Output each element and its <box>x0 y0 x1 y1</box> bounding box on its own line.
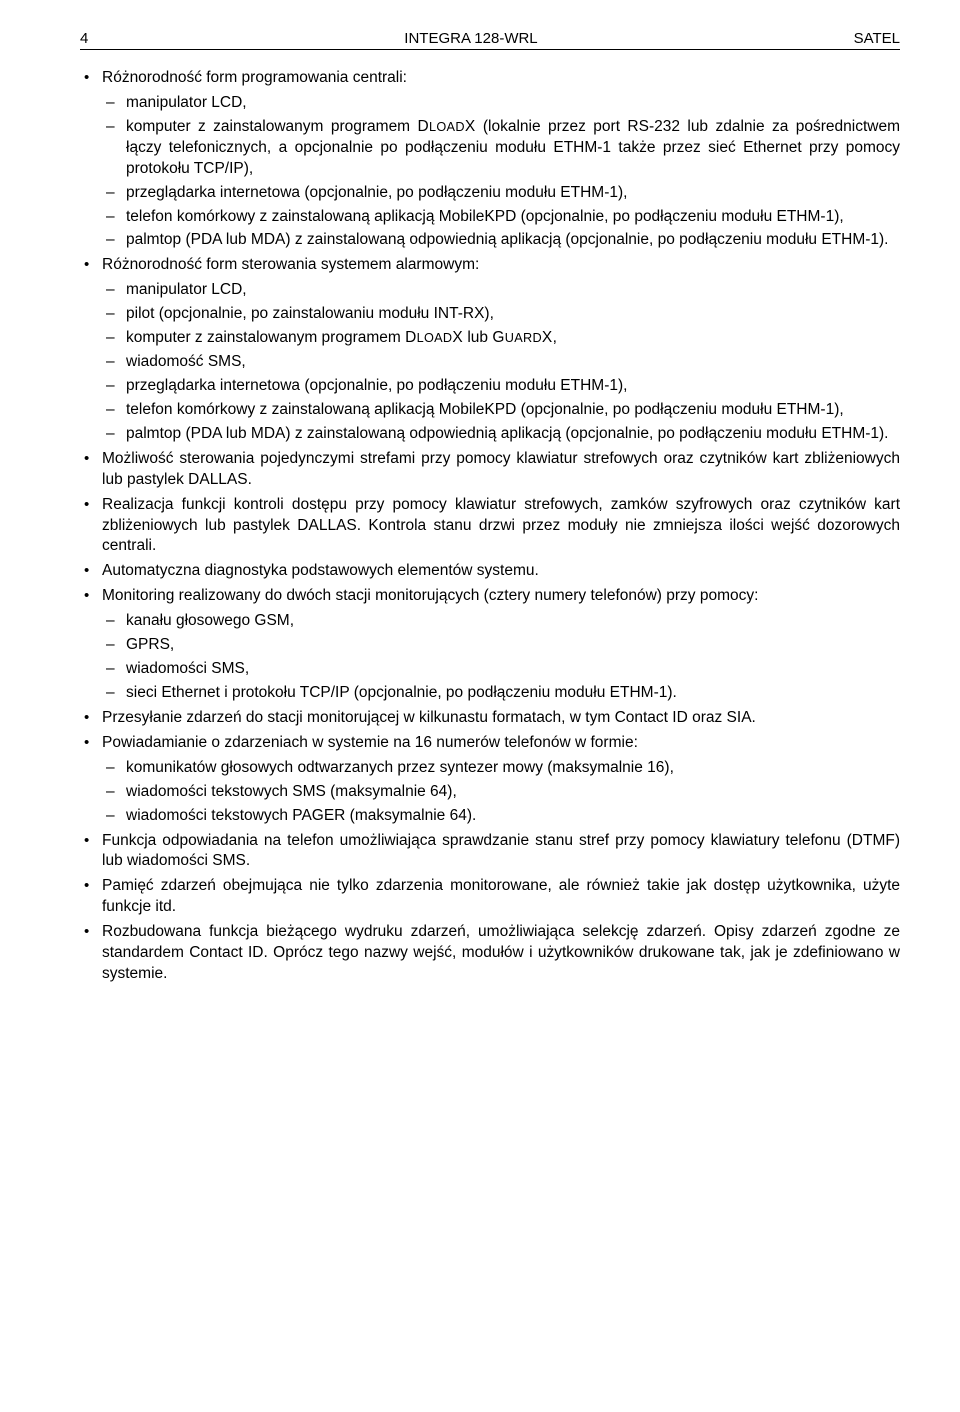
list-item-text: Funkcja odpowiadania na telefon umożliwi… <box>102 832 900 870</box>
page-number: 4 <box>80 30 88 47</box>
document-page: 4 INTEGRA 128-WRL SATEL Różnorodność for… <box>0 0 960 1029</box>
list-item-text: Różnorodność form programowania centrali… <box>102 69 407 86</box>
list-item-text: Powiadamianie o zdarzeniach w systemie n… <box>102 734 638 751</box>
list-item: Realizacja funkcji kontroli dostępu przy… <box>80 495 900 558</box>
list-item: Rozbudowana funkcja bieżącego wydruku zd… <box>80 922 900 985</box>
content-list: Różnorodność form programowania centrali… <box>80 68 900 985</box>
list-item: Przesyłanie zdarzeń do stacji monitorują… <box>80 708 900 729</box>
doc-brand: SATEL <box>854 30 900 47</box>
sub-list-item: GPRS, <box>102 635 900 656</box>
list-item-text: Monitoring realizowany do dwóch stacji m… <box>102 587 758 604</box>
sub-list: manipulator LCD, pilot (opcjonalnie, po z… <box>102 280 900 444</box>
list-item-text: Pamięć zdarzeń obejmująca nie tylko zdar… <box>102 877 900 915</box>
list-item: Funkcja odpowiadania na telefon umożliwi… <box>80 831 900 873</box>
list-item: Możliwość sterowania pojedynczymi strefa… <box>80 449 900 491</box>
list-item-text: Możliwość sterowania pojedynczymi strefa… <box>102 450 900 488</box>
sub-list-item: komunikatów głosowych odtwarzanych przez… <box>102 758 900 779</box>
sub-list: kanału głosowego GSM, GPRS, wiadomości SMS… <box>102 611 900 704</box>
sub-list-item: kanału głosowego GSM, <box>102 611 900 632</box>
list-item-text: Realizacja funkcji kontroli dostępu przy… <box>102 496 900 555</box>
list-item-text: Przesyłanie zdarzeń do stacji monitorują… <box>102 709 756 726</box>
sub-list: manipulator LCD, komputer z zainstalowany… <box>102 93 900 251</box>
list-item: Różnorodność form programowania centrali… <box>80 68 900 251</box>
page-header: 4 INTEGRA 128-WRL SATEL <box>80 30 900 50</box>
sub-list-item: wiadomości SMS, <box>102 659 900 680</box>
sub-list-item: telefon komórkowy z zainstalowaną aplika… <box>102 400 900 421</box>
sub-list-item: wiadomości tekstowych PAGER (maksymalnie… <box>102 806 900 827</box>
sub-list-item: komputer z zainstalowanym programem DLOA… <box>102 117 900 180</box>
list-item: Różnorodność form sterowania systemem al… <box>80 255 900 444</box>
sub-list-item: palmtop (PDA lub MDA) z zainstalowaną od… <box>102 230 900 251</box>
sub-list-item: wiadomość SMS, <box>102 352 900 373</box>
list-item: Automatyczna diagnostyka podstawowych el… <box>80 561 900 582</box>
list-item-text: Różnorodność form sterowania systemem al… <box>102 256 479 273</box>
sub-list-item: przeglądarka internetowa (opcjonalnie, p… <box>102 183 900 204</box>
sub-list-item: przeglądarka internetowa (opcjonalnie, p… <box>102 376 900 397</box>
sub-list-item: palmtop (PDA lub MDA) z zainstalowaną od… <box>102 424 900 445</box>
sub-list: komunikatów głosowych odtwarzanych przez… <box>102 758 900 827</box>
list-item: Monitoring realizowany do dwóch stacji m… <box>80 586 900 704</box>
sub-list-item: sieci Ethernet i protokołu TCP/IP (opcjo… <box>102 683 900 704</box>
sub-list-item: manipulator LCD, <box>102 280 900 301</box>
list-item: Pamięć zdarzeń obejmująca nie tylko zdar… <box>80 876 900 918</box>
sub-list-item: manipulator LCD, <box>102 93 900 114</box>
list-item: Powiadamianie o zdarzeniach w systemie n… <box>80 733 900 827</box>
sub-list-item: pilot (opcjonalnie, po zainstalowaniu mo… <box>102 304 900 325</box>
sub-list-item: telefon komórkowy z zainstalowaną aplika… <box>102 207 900 228</box>
list-item-text: Automatyczna diagnostyka podstawowych el… <box>102 562 539 579</box>
doc-title: INTEGRA 128-WRL <box>404 30 537 47</box>
sub-list-item: komputer z zainstalowanym programem DLOA… <box>102 328 900 349</box>
list-item-text: Rozbudowana funkcja bieżącego wydruku zd… <box>102 923 900 982</box>
sub-list-item: wiadomości tekstowych SMS (maksymalnie 6… <box>102 782 900 803</box>
